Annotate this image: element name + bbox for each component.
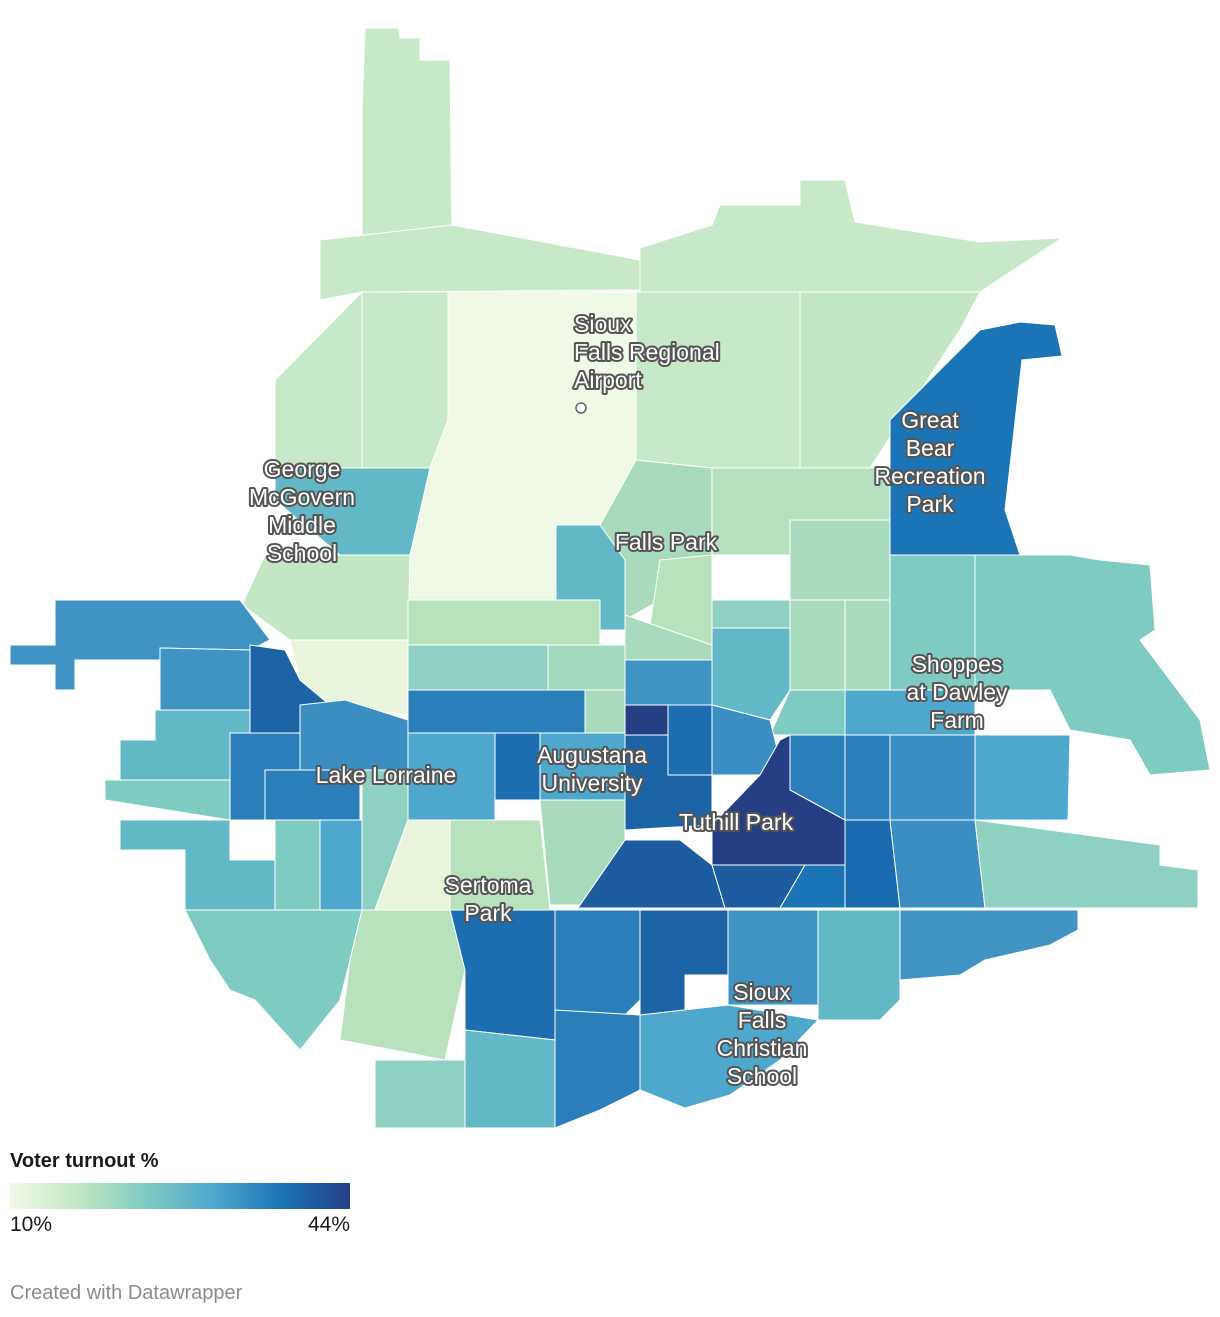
place-label-airport: Sioux Falls Regional Airport: [574, 311, 720, 393]
place-label-tuthill: Tuthill Park: [679, 809, 794, 835]
place-label-line: Augustana: [537, 742, 647, 768]
place-label-line: Lake Lorraine: [316, 762, 457, 788]
place-label-augustana: Augustana University: [537, 742, 647, 796]
precinct[interactable]: [554, 909, 641, 1021]
precinct[interactable]: [494, 732, 541, 801]
place-label-line: Farm: [930, 707, 984, 733]
precinct[interactable]: [789, 599, 846, 691]
precinct[interactable]: [407, 644, 549, 691]
place-label-line: Park: [464, 900, 512, 926]
place-label-lake-lorraine: Lake Lorraine: [316, 762, 457, 788]
precinct-layer: [9, 27, 1211, 1129]
place-labels: Sioux Falls Regional Airport Great Bear Recr…: [247, 309, 1010, 1091]
precinct[interactable]: [667, 704, 713, 776]
place-label-line: Falls Park: [615, 529, 718, 555]
precinct[interactable]: [974, 734, 1071, 821]
precinct[interactable]: [844, 599, 891, 691]
place-label-line: Airport: [574, 367, 642, 393]
place-label-line: School: [727, 1063, 797, 1089]
place-label-line: University: [542, 770, 643, 796]
precinct[interactable]: [319, 224, 641, 301]
place-label-line: Great: [901, 407, 959, 433]
place-label-line: Falls Regional: [574, 339, 720, 365]
precinct[interactable]: [899, 909, 1079, 981]
place-label-line: Sioux: [574, 311, 632, 337]
place-label-line: Christian: [717, 1035, 808, 1061]
precinct[interactable]: [624, 704, 669, 736]
precinct[interactable]: [464, 1029, 556, 1129]
precinct[interactable]: [974, 554, 1211, 776]
place-label-line: Shoppes: [912, 651, 1003, 677]
legend-color-ramp: [10, 1183, 350, 1209]
choropleth-map: Sioux Falls Regional Airport Great Bear Recr…: [9, 27, 1211, 1129]
place-label-line: Falls: [738, 1007, 787, 1033]
place-label-line: George: [264, 456, 341, 482]
credit-text: Created with Datawrapper: [10, 1282, 243, 1304]
precinct[interactable]: [584, 689, 626, 734]
precinct[interactable]: [817, 909, 901, 1021]
place-label-line: Middle: [268, 512, 336, 538]
precinct[interactable]: [789, 519, 891, 601]
precinct[interactable]: [361, 291, 449, 469]
precinct[interactable]: [449, 909, 556, 1041]
place-label-great-bear: Great Bear Recreation Park: [874, 407, 985, 517]
precinct[interactable]: [844, 734, 891, 821]
precinct[interactable]: [889, 734, 976, 821]
airport-marker-icon: [575, 402, 587, 414]
place-label-line: School: [267, 540, 337, 566]
precinct[interactable]: [889, 819, 986, 909]
precinct[interactable]: [119, 819, 276, 911]
precinct[interactable]: [159, 647, 251, 711]
precinct[interactable]: [639, 1004, 820, 1109]
legend: Voter turnout % 10% 44%: [10, 1150, 355, 1239]
precinct[interactable]: [547, 644, 626, 691]
place-label-line: Bear: [906, 435, 955, 461]
place-label-shoppes: Shoppes at Dawley Farm: [907, 651, 1008, 733]
precinct[interactable]: [274, 819, 321, 911]
precinct[interactable]: [554, 1009, 641, 1129]
place-label-mcgovern: George McGovern Middle School: [249, 456, 355, 566]
place-label-christian-school: Sioux Falls Christian School: [717, 979, 808, 1089]
precinct[interactable]: [639, 909, 729, 1016]
place-label-line: Tuthill Park: [679, 809, 794, 835]
place-label-line: at Dawley: [907, 679, 1008, 705]
legend-ticks: 10% 44%: [10, 1211, 350, 1239]
place-label-line: Recreation: [874, 463, 985, 489]
precinct[interactable]: [624, 659, 713, 706]
place-label-sertoma: Sertoma Park: [445, 872, 532, 926]
place-label-line: Sertoma: [445, 872, 532, 898]
precinct[interactable]: [339, 909, 466, 1061]
precinct[interactable]: [711, 627, 791, 721]
legend-max-label: 44%: [307, 1213, 350, 1236]
precinct[interactable]: [639, 179, 1064, 293]
precinct[interactable]: [361, 27, 453, 263]
legend-title: Voter turnout %: [10, 1150, 159, 1172]
place-label-falls-park: Falls Park: [615, 529, 718, 555]
place-label-line: Sioux: [733, 979, 791, 1005]
precinct[interactable]: [374, 1059, 466, 1129]
precinct[interactable]: [104, 779, 231, 821]
precinct[interactable]: [241, 554, 411, 641]
precinct[interactable]: [407, 599, 601, 646]
precinct[interactable]: [274, 290, 363, 469]
precinct[interactable]: [974, 819, 1199, 909]
place-label-line: Park: [906, 491, 954, 517]
legend-min-label: 10%: [10, 1213, 53, 1236]
place-label-line: McGovern: [249, 484, 355, 510]
precinct[interactable]: [711, 599, 791, 629]
precinct[interactable]: [407, 689, 586, 734]
precinct[interactable]: [9, 599, 271, 691]
precinct[interactable]: [184, 909, 363, 1051]
precinct[interactable]: [319, 819, 363, 911]
precinct[interactable]: [635, 291, 801, 469]
